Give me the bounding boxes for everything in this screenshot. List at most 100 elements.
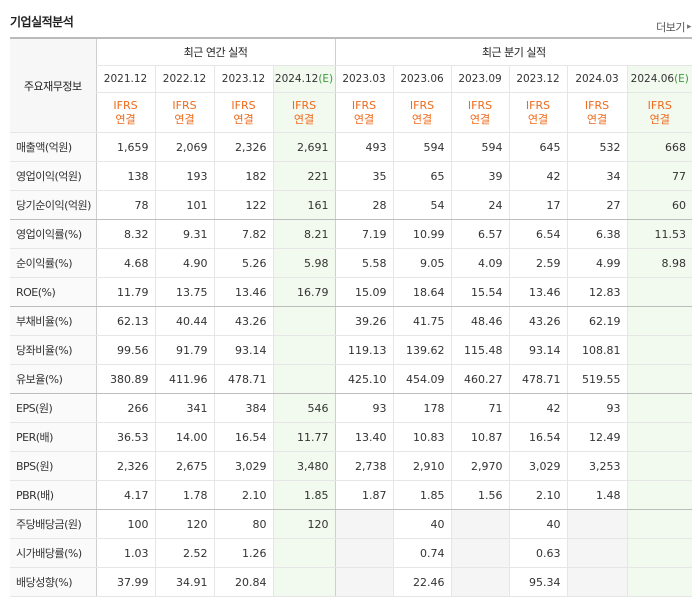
value-cell: 5.26 (213, 248, 273, 278)
value-cell: 93.14 (213, 335, 273, 365)
ifrs-label: IFRS (467, 98, 493, 112)
value-cell: 34 (566, 161, 628, 191)
value-cell: 60 (626, 190, 693, 220)
value-cell (450, 567, 510, 597)
table-row: PER(배) 36.53 14.00 16.54 11.77 13.40 10.83 10.8… (10, 422, 693, 452)
value-cell: 28 (334, 190, 394, 220)
table-row: 순이익률(%) 4.68 4.90 5.26 5.98 5.58 9.05 4.09 2.59 4… (10, 248, 693, 278)
table-row: 영업이익률(%) 8.32 9.31 7.82 8.21 7.19 10.99 6.57 6.5… (10, 219, 693, 249)
group-quarter-header: 최근 분기 실적 (334, 38, 693, 66)
consolidated-label: 연결 (174, 112, 195, 126)
period-header: 2023.12 (508, 65, 568, 93)
value-cell: 12.49 (566, 422, 628, 452)
value-cell (450, 538, 510, 568)
value-cell: 9.05 (392, 248, 452, 278)
value-cell: 34.91 (154, 567, 214, 597)
value-cell (626, 277, 693, 307)
value-cell: 2.59 (508, 248, 568, 278)
consolidated-label: 연결 (293, 112, 315, 126)
consolidated-label: 연결 (115, 112, 136, 126)
value-cell: 6.38 (566, 219, 628, 249)
value-cell: 40 (508, 509, 568, 539)
value-cell: 93.14 (508, 335, 568, 365)
period-header: 2024.03 (566, 65, 628, 93)
row-label: EPS(원) (10, 393, 96, 423)
value-cell: 120 (272, 509, 336, 539)
value-cell (626, 422, 693, 452)
row-label: 유보율(%) (10, 364, 96, 394)
table-row: 영업이익(억원) 138 193 182 221 35 65 39 42 34 77 (10, 161, 693, 191)
row-label: 시가배당률(%) (10, 538, 96, 568)
value-cell (626, 335, 693, 365)
value-cell: 16.54 (213, 422, 273, 452)
value-cell: 384 (213, 393, 273, 423)
value-cell: 35 (334, 161, 394, 191)
row-label: BPS(원) (10, 451, 96, 481)
value-cell: 178 (392, 393, 452, 423)
value-cell: 2.10 (213, 480, 273, 510)
value-cell: 594 (392, 132, 452, 162)
value-cell: 17 (508, 190, 568, 220)
row-label: 영업이익률(%) (10, 219, 96, 249)
value-cell: 266 (95, 393, 155, 423)
value-cell: 2,970 (450, 451, 510, 481)
value-cell: 10.99 (392, 219, 452, 249)
value-cell: 4.09 (450, 248, 510, 278)
ifrs-label: IFRS (525, 98, 551, 112)
value-cell: 1.78 (154, 480, 214, 510)
consolidated-label: 연결 (527, 112, 549, 126)
consolidated-label: 연결 (649, 112, 670, 126)
ifrs-header: IFRS 연결 (334, 92, 394, 133)
ifrs-label: IFRS (172, 98, 197, 112)
value-cell: 41.75 (392, 306, 452, 336)
value-cell: 193 (154, 161, 214, 191)
period-label: 2023.09 (458, 73, 502, 85)
value-cell: 532 (566, 132, 628, 162)
value-cell: 77 (626, 161, 693, 191)
value-cell: 4.99 (566, 248, 628, 278)
value-cell: 8.98 (626, 248, 693, 278)
table-row: EPS(원) 266 341 384 546 93 178 71 42 93 (10, 393, 693, 423)
more-link[interactable]: 더보기 ▸ (656, 19, 691, 35)
value-cell: 93 (566, 393, 628, 423)
value-cell: 62.19 (566, 306, 628, 336)
value-cell: 1.48 (566, 480, 628, 510)
value-cell: 1.03 (95, 538, 155, 568)
table-row: 부채비율(%) 62.13 40.44 43.26 39.26 41.75 48.46 43.… (10, 306, 693, 336)
period-header: 2024.12(E) (272, 65, 336, 93)
value-cell: 108.81 (566, 335, 628, 365)
value-cell: 65 (392, 161, 452, 191)
value-cell: 2,691 (272, 132, 336, 162)
value-cell (566, 567, 628, 597)
value-cell: 43.26 (213, 306, 273, 336)
value-cell: 2.10 (508, 480, 568, 510)
consolidated-label: 연결 (233, 112, 254, 126)
value-cell: 100 (95, 509, 155, 539)
value-cell (450, 509, 510, 539)
group-annual-header: 최근 연간 실적 (95, 38, 336, 66)
value-cell: 120 (154, 509, 214, 539)
value-cell: 493 (334, 132, 394, 162)
value-cell: 4.90 (154, 248, 214, 278)
value-cell: 478.71 (213, 364, 273, 394)
value-cell: 221 (272, 161, 336, 191)
value-cell: 5.58 (334, 248, 394, 278)
value-cell: 22.46 (392, 567, 452, 597)
value-cell: 40 (392, 509, 452, 539)
corner-label: 주요재무정보 (10, 38, 96, 133)
period-label: 2023.03 (342, 73, 386, 85)
chevron-right-icon: ▸ (686, 22, 692, 32)
value-cell: 95.34 (508, 567, 568, 597)
period-label: 2022.12 (162, 73, 207, 85)
value-cell: 8.21 (272, 219, 336, 249)
row-label: ROE(%) (10, 277, 96, 307)
value-cell (272, 538, 336, 568)
period-label: 2023.06 (400, 73, 444, 85)
value-cell: 3,480 (272, 451, 336, 481)
value-cell: 460.27 (450, 364, 510, 394)
value-cell: 40.44 (154, 306, 214, 336)
value-cell: 13.46 (213, 277, 273, 307)
table-row: 당기순이익(억원) 78 101 122 161 28 54 24 17 27 60 (10, 190, 693, 220)
value-cell: 4.17 (95, 480, 155, 510)
value-cell: 0.63 (508, 538, 568, 568)
